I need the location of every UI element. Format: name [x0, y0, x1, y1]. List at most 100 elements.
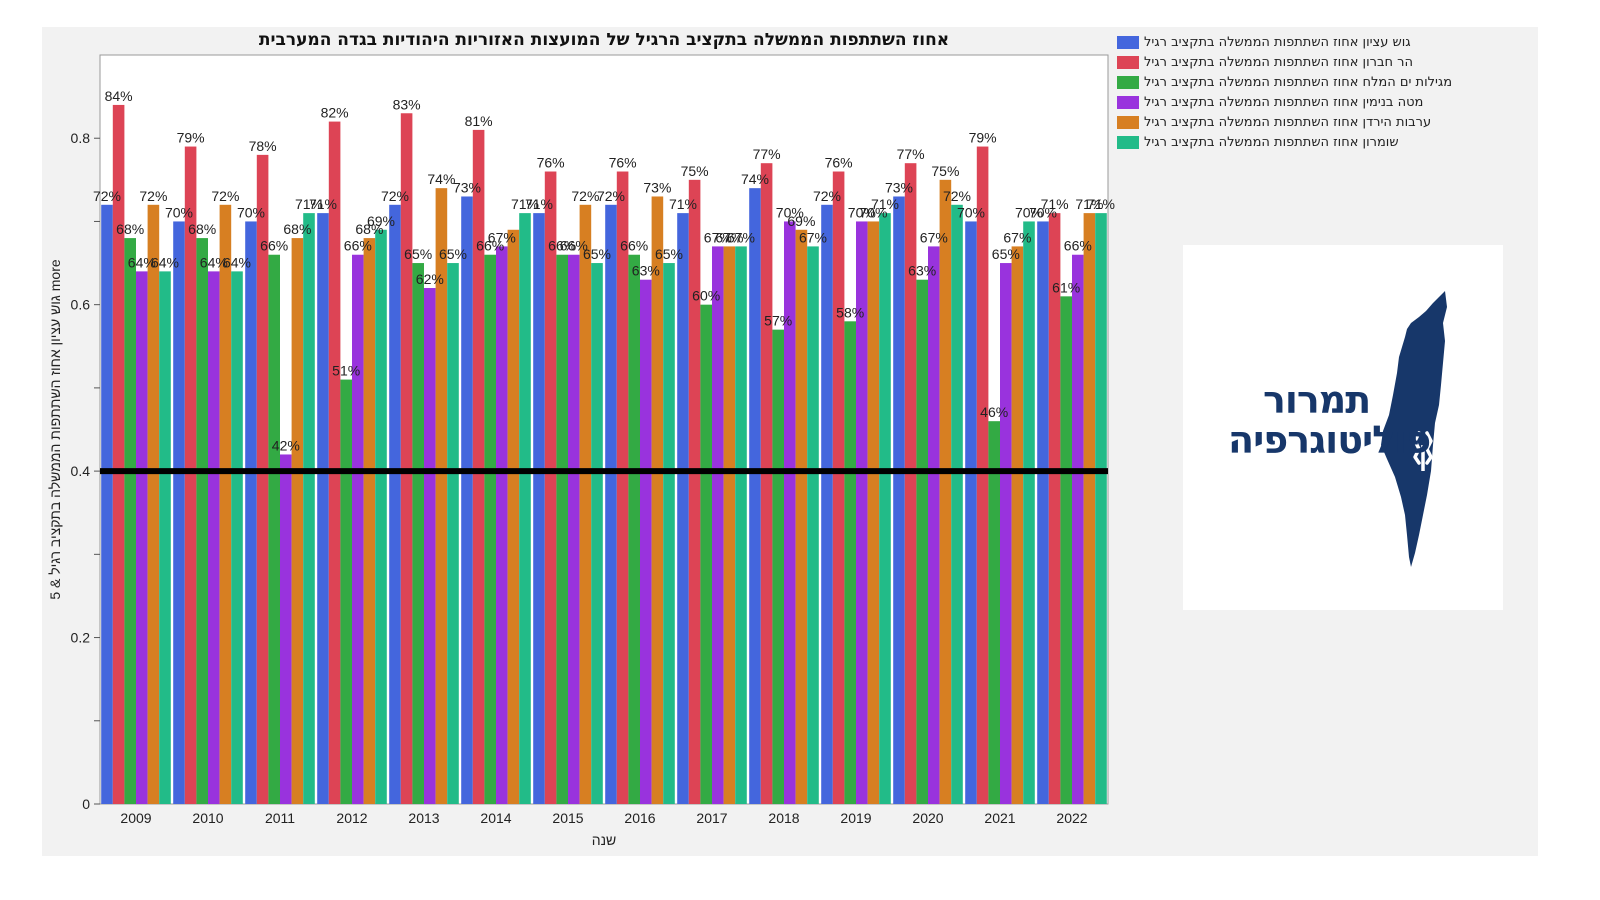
data-label: 78%	[249, 138, 277, 154]
data-label: 71%	[525, 196, 553, 212]
bar-2012-series-1	[317, 213, 329, 805]
y-tick-label: 0	[82, 796, 90, 812]
bar-2020-series-2	[904, 163, 917, 804]
x-tick-label: 2012	[336, 810, 367, 826]
legend-item: הר חברון אחוז השתתפות הממשלה בתקציב רגיל	[1117, 52, 1537, 72]
bar-2018-series-3	[772, 329, 784, 804]
y-tick-label: 0.2	[71, 630, 91, 646]
bar-2021-series-5	[1011, 246, 1024, 804]
data-label: 75%	[931, 163, 959, 179]
data-label: 61%	[1052, 279, 1080, 295]
x-tick-label: 2021	[984, 810, 1015, 826]
bar-2015-series-6	[591, 263, 603, 804]
bar-2020-series-3	[916, 279, 928, 804]
data-label: 73%	[453, 179, 481, 195]
x-axis-title: שנה	[592, 832, 617, 848]
data-label: 63%	[908, 263, 936, 279]
data-label: 76%	[825, 155, 853, 171]
data-label: 72%	[943, 188, 971, 204]
data-label: 64%	[200, 254, 228, 270]
bar-2014-series-2	[472, 129, 485, 804]
data-label: 70%	[776, 204, 804, 220]
legend-label: ערבות הירדן אחוז השתתפות הממשלה בתקציב ר…	[1144, 114, 1432, 130]
legend-label: שומרון אחוז השתתפות הממשלה בתקציב רגיל	[1144, 134, 1399, 150]
bar-2019-series-1	[821, 204, 833, 805]
data-label: 65%	[655, 246, 683, 262]
data-label: 71%	[669, 196, 697, 212]
legend-label: מטה בנימין אחוז השתתפות הממשלה בתקציב רג…	[1144, 94, 1424, 110]
data-label: 70%	[957, 204, 985, 220]
bar-2019-series-5	[867, 221, 880, 804]
bar-2013-series-2	[400, 113, 413, 804]
bar-2021-series-4	[1000, 263, 1012, 804]
data-label: 64%	[128, 254, 156, 270]
legend-item: גוש עציון אחוז השתתפות הממשלה בתקציב רגי…	[1117, 32, 1537, 52]
data-label: 79%	[177, 130, 205, 146]
bar-2014-series-6	[519, 213, 531, 805]
bar-2016-series-1	[605, 204, 617, 805]
data-label: 70%	[165, 204, 193, 220]
data-label: 64%	[151, 254, 179, 270]
bar-2012-series-5	[363, 238, 376, 805]
x-tick-label: 2018	[768, 810, 799, 826]
bar-2013-series-6	[447, 263, 459, 804]
bar-2011-series-3	[268, 254, 280, 804]
data-label: 64%	[223, 254, 251, 270]
bar-2019-series-3	[844, 321, 856, 804]
bar-2010-series-1	[173, 221, 185, 804]
legend-item: ערבות הירדן אחוז השתתפות הממשלה בתקציב ר…	[1117, 112, 1537, 132]
legend-swatch	[1117, 135, 1139, 149]
legend-label: הר חברון אחוז השתתפות הממשלה בתקציב רגיל	[1144, 54, 1413, 70]
data-label: 72%	[139, 188, 167, 204]
data-label: 46%	[980, 404, 1008, 420]
bar-2022-series-4	[1072, 254, 1084, 804]
bar-2009-series-1	[101, 204, 113, 805]
bar-2018-series-2	[760, 163, 773, 804]
data-label: 77%	[897, 146, 925, 162]
x-tick-label: 2022	[1056, 810, 1087, 826]
data-label: 66%	[1064, 238, 1092, 254]
data-label: 76%	[609, 155, 637, 171]
bar-2009-series-6	[159, 271, 171, 804]
x-tick-label: 2014	[480, 810, 511, 826]
x-tick-label: 2015	[552, 810, 583, 826]
bar-2009-series-4	[136, 271, 148, 804]
data-label: 67%	[727, 229, 755, 245]
data-label: 73%	[643, 179, 671, 195]
bar-2014-series-1	[461, 196, 473, 804]
data-label: 70%	[1029, 204, 1057, 220]
x-tick-label: 2020	[912, 810, 943, 826]
bar-2015-series-2	[544, 171, 557, 804]
data-label: 74%	[427, 171, 455, 187]
x-tick-label: 2019	[840, 810, 871, 826]
bar-2021-series-1	[965, 221, 977, 804]
bar-2012-series-3	[340, 379, 352, 804]
bar-2015-series-5	[579, 204, 592, 805]
data-label: 67%	[488, 229, 516, 245]
data-label: 66%	[260, 238, 288, 254]
data-label: 73%	[885, 179, 913, 195]
data-label: 68%	[188, 221, 216, 237]
x-tick-label: 2010	[192, 810, 223, 826]
bar-2016-series-2	[616, 171, 629, 804]
bar-2012-series-2	[328, 121, 341, 805]
bar-2014-series-5	[507, 229, 520, 804]
data-label: 72%	[381, 188, 409, 204]
bar-2011-series-6	[303, 213, 315, 805]
legend-label: מגילות ים המלח אחוז השתתפות הממשלה בתקצי…	[1144, 74, 1453, 90]
bar-2009-series-3	[124, 238, 136, 805]
bar-2020-series-6	[951, 204, 963, 805]
bar-2011-series-1	[245, 221, 257, 804]
legend-swatch	[1117, 75, 1139, 89]
y-tick-label: 0.4	[71, 463, 91, 479]
data-label: 57%	[764, 313, 792, 329]
bar-2020-series-5	[939, 179, 952, 805]
bar-2010-series-5	[219, 204, 232, 805]
bar-2014-series-4	[496, 246, 508, 804]
bar-2022-series-5	[1083, 213, 1096, 805]
data-label: 75%	[681, 163, 709, 179]
logo: תמרור פוליטוגרפיה	[1183, 245, 1503, 610]
data-label: 65%	[992, 246, 1020, 262]
bar-2017-series-6	[735, 246, 747, 804]
